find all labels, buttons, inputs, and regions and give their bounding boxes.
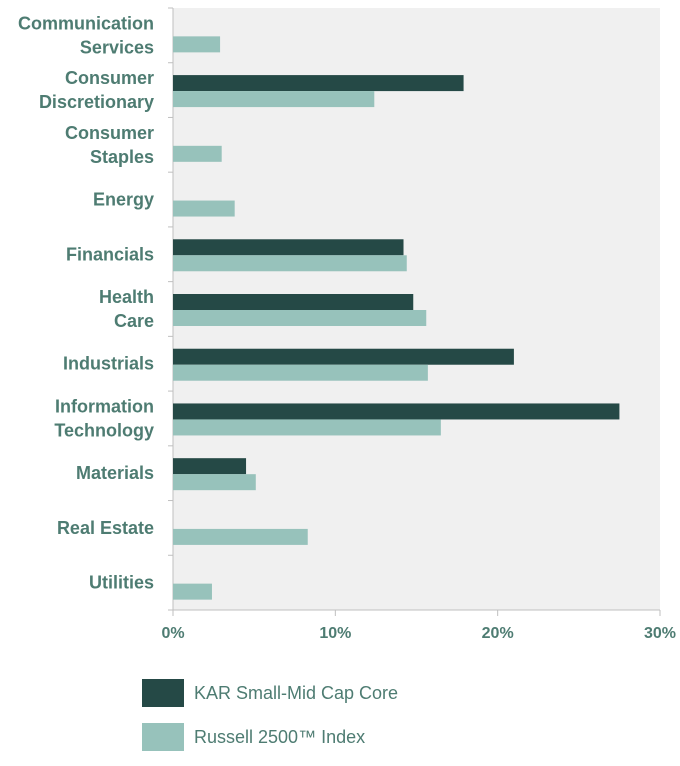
bar-kar bbox=[173, 348, 514, 365]
bar-kar bbox=[173, 403, 620, 420]
category-label: Utilities bbox=[89, 573, 154, 593]
legend-item-kar: KAR Small-Mid Cap Core bbox=[142, 678, 398, 708]
bar-russell bbox=[173, 255, 407, 272]
bar-kar bbox=[173, 294, 414, 310]
legend-label-russell: Russell 2500™ Index bbox=[194, 726, 366, 747]
bar-russell bbox=[173, 364, 428, 381]
bar-russell bbox=[173, 474, 256, 491]
legend-swatch-kar bbox=[142, 679, 184, 707]
value-axis: 0% 10% 20% 30% bbox=[161, 609, 676, 642]
bar-russell bbox=[173, 200, 235, 217]
category-label: Health Care bbox=[99, 287, 154, 331]
legend-item-russell: Russell 2500™ Index bbox=[142, 722, 398, 752]
bar-kar bbox=[173, 458, 247, 475]
value-tick-label: 10% bbox=[319, 625, 351, 642]
category-label: Consumer Staples bbox=[65, 123, 154, 167]
category-label: Information Technology bbox=[54, 396, 154, 440]
category-label: Consumer Discretionary bbox=[39, 68, 154, 112]
bar-chart: Communication Services Consumer Discretiona… bbox=[18, 7, 676, 642]
bar-kar bbox=[173, 75, 464, 92]
legend-label-kar: KAR Small-Mid Cap Core bbox=[194, 682, 399, 703]
category-label: Financials bbox=[66, 244, 154, 264]
bar-russell bbox=[173, 310, 427, 326]
bars bbox=[173, 36, 620, 600]
bar-russell bbox=[173, 36, 221, 53]
bar-kar bbox=[173, 239, 404, 256]
category-label: Communication Services bbox=[18, 13, 154, 57]
value-tick-label: 30% bbox=[644, 625, 676, 642]
legend-swatch-russell bbox=[142, 723, 184, 751]
bar-russell bbox=[173, 583, 212, 600]
bar-russell bbox=[173, 145, 222, 162]
value-tick-label: 20% bbox=[482, 625, 514, 642]
bar-russell bbox=[173, 91, 375, 108]
legend: KAR Small-Mid Cap Core Russell 2500™ Ind… bbox=[142, 678, 398, 766]
category-label: Energy bbox=[93, 190, 154, 210]
bar-russell bbox=[173, 528, 308, 545]
category-label: Real Estate bbox=[57, 518, 154, 538]
category-label: Materials bbox=[76, 463, 154, 483]
category-labels: Communication Services Consumer Discretiona… bbox=[18, 13, 154, 592]
bar-russell bbox=[173, 419, 441, 436]
category-axis bbox=[168, 7, 174, 611]
category-label: Industrials bbox=[63, 354, 154, 374]
value-tick-label: 0% bbox=[161, 625, 184, 642]
